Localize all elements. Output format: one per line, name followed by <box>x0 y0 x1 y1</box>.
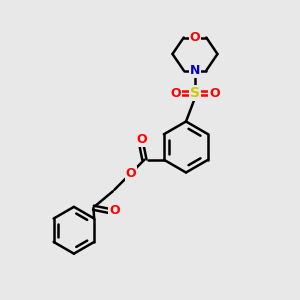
Text: S: S <box>190 86 200 100</box>
Text: N: N <box>190 64 200 77</box>
Text: O: O <box>126 167 136 180</box>
Text: O: O <box>109 204 120 217</box>
Text: O: O <box>190 31 200 44</box>
Text: O: O <box>136 133 147 146</box>
Text: O: O <box>209 86 220 100</box>
Text: O: O <box>170 86 181 100</box>
